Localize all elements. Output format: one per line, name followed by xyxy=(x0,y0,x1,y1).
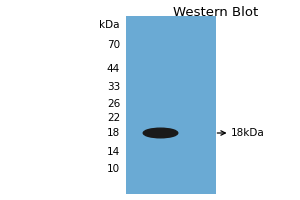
Text: 18: 18 xyxy=(107,128,120,138)
Text: Western Blot: Western Blot xyxy=(173,6,259,19)
FancyBboxPatch shape xyxy=(126,16,216,194)
Text: 44: 44 xyxy=(107,64,120,74)
Text: 14: 14 xyxy=(107,147,120,157)
Text: kDa: kDa xyxy=(100,20,120,30)
Text: 33: 33 xyxy=(107,82,120,92)
Text: 10: 10 xyxy=(107,164,120,174)
Ellipse shape xyxy=(143,128,178,138)
Text: 18kDa: 18kDa xyxy=(231,128,265,138)
Text: 70: 70 xyxy=(107,40,120,50)
Text: 22: 22 xyxy=(107,113,120,123)
Text: 26: 26 xyxy=(107,99,120,109)
